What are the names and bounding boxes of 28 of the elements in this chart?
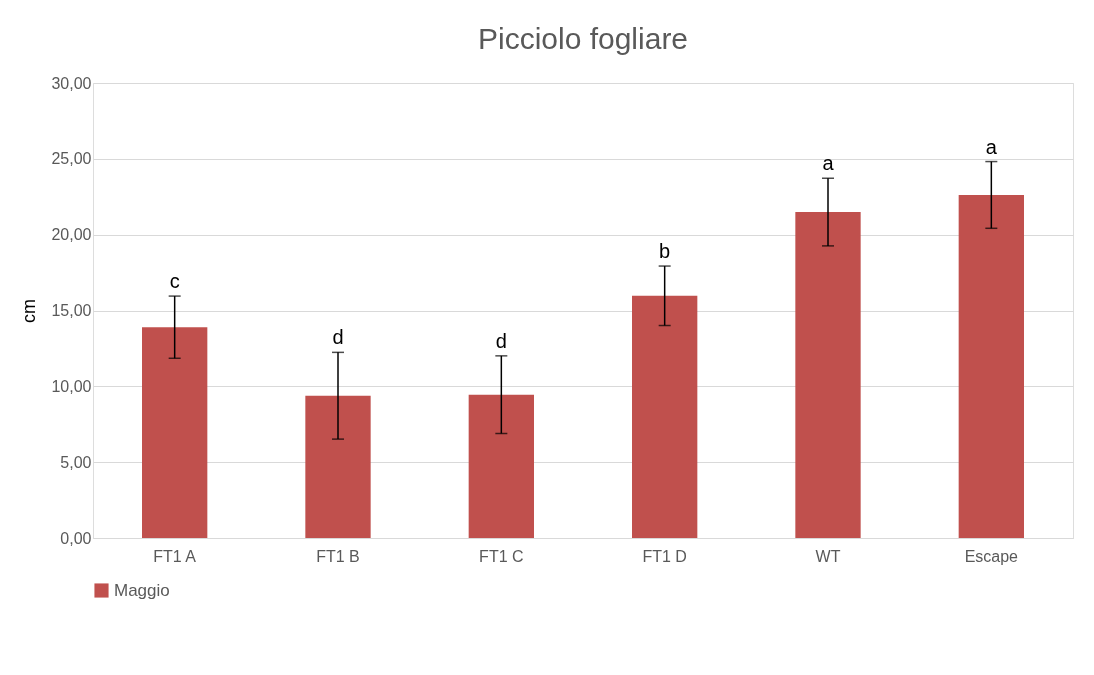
y-tick-label: 20,00: [51, 226, 92, 244]
y-tick-label: 0,00: [60, 529, 92, 547]
bar: [795, 212, 861, 538]
bar: [958, 194, 1024, 538]
y-tick-label: 25,00: [51, 150, 92, 168]
x-tick-label: Escape: [964, 547, 1019, 565]
y-tick-label: 5,00: [60, 453, 92, 471]
chart-title: Picciolo fogliare: [477, 22, 689, 55]
y-axis-title: cm: [19, 299, 40, 323]
x-tick-label: FT1 A: [153, 547, 197, 565]
bar: [468, 394, 534, 538]
bar: [632, 295, 698, 538]
x-tick-label: FT1 B: [316, 547, 360, 565]
bar: [142, 327, 208, 538]
legend-label: Maggio: [114, 580, 170, 600]
x-tick-label: WT: [815, 547, 841, 565]
annotation: b: [659, 240, 671, 263]
y-tick-label: 10,00: [51, 377, 92, 395]
annotation: d: [332, 326, 344, 349]
annotation: c: [169, 270, 180, 293]
x-tick-label: FT1 D: [642, 547, 687, 565]
annotation: d: [495, 329, 507, 352]
x-tick-label: FT1 C: [479, 547, 524, 565]
y-tick-label: 15,00: [51, 302, 92, 319]
bar: [305, 395, 371, 538]
annotation: a: [985, 135, 998, 158]
y-tick-label: 30,00: [51, 74, 92, 92]
annotation: a: [822, 152, 835, 175]
